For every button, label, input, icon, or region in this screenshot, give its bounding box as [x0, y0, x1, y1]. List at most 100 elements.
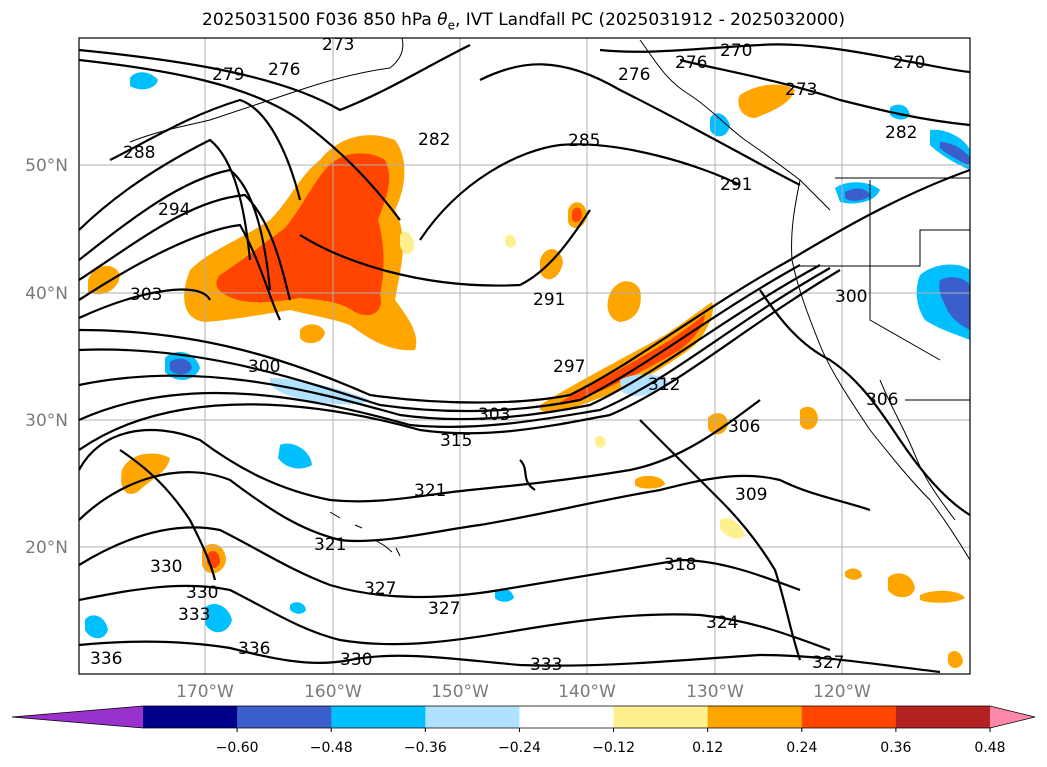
shade-weak-positive-region — [595, 436, 606, 448]
coastlines — [129, 38, 970, 561]
contour-label: 273 — [785, 80, 817, 100]
colorbar-tick-label: −0.12 — [592, 740, 635, 756]
colorbar-segment — [237, 706, 332, 728]
lon-tick-label: 170°W — [176, 682, 234, 702]
shade-strong-positive-region — [560, 314, 705, 404]
contour-line — [299, 209, 591, 287]
contour-label: 282 — [885, 123, 917, 143]
alaska-coastline — [129, 38, 404, 143]
contour-label: 321 — [314, 535, 346, 555]
shade-negative-region — [845, 188, 870, 201]
colorbar-segment — [707, 706, 803, 728]
contour-label: 291 — [533, 290, 565, 310]
contour-line — [79, 168, 970, 404]
contour-label: 327 — [428, 599, 460, 619]
title-theta: θ — [437, 10, 448, 30]
lon-tick-label: 160°W — [304, 682, 362, 702]
map-area: 273 276 279 270 276 276 270 282 273 282 … — [79, 35, 970, 674]
colorbar-tick-label: 0.48 — [974, 740, 1005, 756]
north-america-coastline — [791, 179, 970, 561]
shade-positive-region — [845, 568, 862, 580]
contour-line — [79, 526, 801, 599]
colorbar-outline — [11, 705, 1036, 729]
colorbar-tick-label: 0.24 — [786, 740, 817, 756]
contour-line — [79, 264, 801, 413]
contour-labels: 273 276 279 270 276 276 270 282 273 282 … — [90, 35, 925, 674]
ivt-shading — [85, 72, 970, 668]
contour-line — [79, 223, 281, 321]
contour-line — [79, 264, 821, 421]
shade-positive-region — [540, 248, 563, 280]
contour-line — [79, 193, 292, 301]
colorbar-segment — [801, 706, 897, 728]
contour-label: 300 — [248, 357, 280, 377]
map-title: 2025031500 F036 850 hPa θe, IVT Landfall… — [0, 10, 1047, 32]
contour-label: 297 — [553, 357, 585, 377]
colorbar-extend-low — [12, 706, 143, 728]
colorbar-segment — [519, 706, 615, 728]
shade-strong-positive-region — [572, 207, 582, 223]
shade-positive-region — [607, 281, 641, 322]
colorbar-tick-label: −0.60 — [216, 740, 259, 756]
shade-negative-region — [290, 602, 306, 614]
contour-line — [79, 584, 831, 652]
contour-label: 279 — [212, 65, 244, 85]
colorbar — [11, 705, 1036, 729]
lon-tick-label: 120°W — [813, 682, 871, 702]
contour-label: 300 — [835, 287, 867, 307]
shade-negative-region — [205, 604, 232, 633]
contour-label: 306 — [728, 417, 760, 437]
contour-label: 315 — [440, 431, 472, 451]
contour-line — [759, 289, 970, 516]
lon-axis: 170°W 160°W 150°W 140°W 130°W 120°W — [176, 682, 871, 702]
contour-label: 324 — [706, 613, 738, 633]
contour-label: 282 — [418, 130, 450, 150]
colorbar-segment — [613, 706, 709, 728]
shade-positive-region — [738, 84, 795, 118]
contour-line — [79, 640, 941, 674]
contour-label: 309 — [735, 485, 767, 505]
contour-line — [79, 269, 841, 451]
theta-e-contours — [79, 43, 970, 674]
contour-label: 336 — [238, 639, 270, 659]
contour-label: 336 — [90, 649, 122, 669]
colorbar-segment — [331, 706, 426, 728]
shade-positive-region — [708, 413, 728, 435]
hawaii-islands — [329, 511, 401, 557]
contour-label: 288 — [123, 143, 155, 163]
colorbar-tick-labels: −0.60 −0.48 −0.36 −0.24 −0.12 0.12 0.24 0.36 0.4… — [216, 728, 1006, 756]
lon-tick-label: 140°W — [558, 682, 616, 702]
shade-negative-region — [170, 358, 192, 375]
contour-label: 321 — [414, 481, 446, 501]
shade-negative-region — [269, 378, 370, 405]
contour-label: 270 — [720, 41, 752, 61]
shade-negative-region — [940, 142, 970, 166]
colorbar-segment — [425, 706, 520, 728]
colorbar-tick-label: 0.12 — [692, 740, 723, 756]
lon-tick-label: 150°W — [431, 682, 489, 702]
shade-positive-region — [635, 475, 665, 489]
shade-positive-region — [300, 324, 325, 344]
lat-tick-label: 20°N — [25, 538, 68, 558]
shade-strong-positive-region — [216, 153, 390, 316]
contour-line — [599, 43, 970, 74]
contour-label: 330 — [150, 557, 182, 577]
shade-positive-region — [88, 265, 120, 295]
colorbar-tick-label: 0.36 — [880, 740, 911, 756]
contour-label: 312 — [648, 375, 680, 395]
shade-weak-positive-region — [505, 234, 516, 248]
contour-label: 276 — [268, 60, 300, 80]
contour-label: 273 — [322, 35, 354, 55]
contour-label: 330 — [340, 650, 372, 670]
contour-line — [79, 399, 761, 503]
contour-line — [79, 288, 211, 319]
lat-tick-label: 50°N — [25, 156, 68, 176]
contour-label: 327 — [812, 653, 844, 673]
contour-line — [679, 58, 970, 127]
contour-label: 303 — [130, 285, 162, 305]
shade-negative-region — [85, 615, 108, 639]
contour-line — [79, 471, 871, 543]
contour-line — [79, 138, 252, 261]
colorbar-extend-high — [990, 706, 1035, 728]
colorbar-segment — [895, 706, 991, 728]
